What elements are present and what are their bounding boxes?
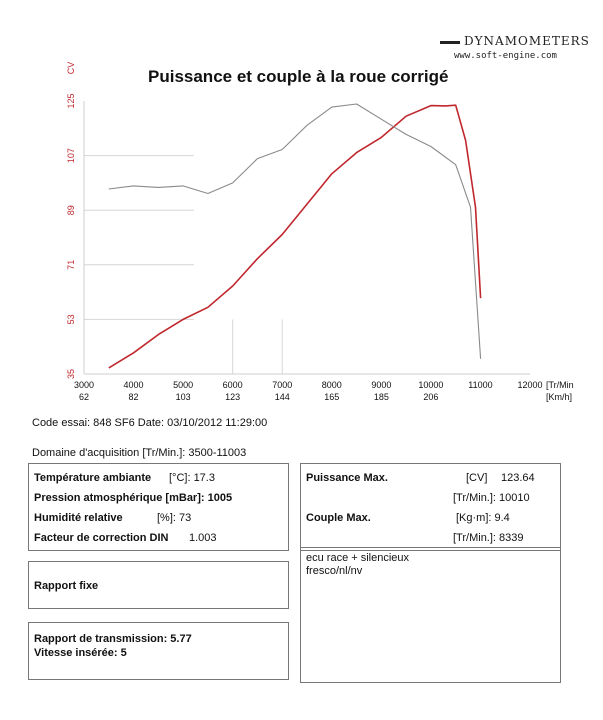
x-tick-label-kmh: 82	[129, 392, 139, 402]
correction-factor-label: Facteur de correction DIN	[34, 532, 169, 544]
results-box: Puissance Max. [CV] 123.64 [Tr/Min.]: 10…	[300, 463, 561, 551]
x-tick-label-rpm: 4000	[124, 380, 144, 390]
x-tick-label-kmh: 103	[176, 392, 191, 402]
y-tick-label: 71	[66, 260, 76, 270]
y-tick-label: 89	[66, 205, 76, 215]
x-tick-label-rpm: 5000	[173, 380, 193, 390]
brand-logo: DYNAMOMETERS www.soft-engine.com	[440, 34, 589, 66]
max-power-unit: [CV]	[466, 472, 488, 484]
x-tick-label-kmh: 144	[275, 392, 290, 402]
temperature-value: [°C]: 17.3	[169, 472, 215, 484]
gear-mode-label: Rapport fixe	[34, 580, 99, 592]
humidity-value: [%]: 73	[157, 512, 192, 524]
x-tick-label-kmh: 185	[374, 392, 389, 402]
gear-mode-box: Rapport fixe	[28, 561, 289, 609]
x-tick-label-kmh: 206	[423, 392, 438, 402]
pressure-label: Pression atmosphérique [mBar]: 1005	[34, 492, 233, 504]
series-line-couple	[108, 103, 482, 359]
x-tick-label-rpm: 10000	[418, 380, 443, 390]
y-tick-label: 53	[66, 314, 76, 324]
max-torque-label: Couple Max.	[306, 512, 371, 524]
max-power-label: Puissance Max.	[306, 472, 388, 484]
series-line-puissance	[108, 104, 482, 369]
notes-box: ecu race + silencieux fresco/nl/nv	[300, 547, 561, 683]
test-code-line: Code essai: 848 SF6 Date: 03/10/2012 11:…	[32, 417, 268, 429]
x-unit-label: [Tr/Min	[546, 380, 574, 390]
x-tick-label-rpm: 7000	[272, 380, 292, 390]
gear-engaged: Vitesse insérée: 5	[34, 647, 127, 659]
correction-factor-value: 1.003	[189, 532, 217, 544]
max-power-rpm: [Tr/Min.]: 10010	[453, 492, 530, 504]
x-tick-label-rpm: 9000	[371, 380, 391, 390]
conditions-box: Température ambiante [°C]: 17.3 Pression…	[28, 463, 289, 551]
notes-line-1: ecu race + silencieux	[306, 552, 410, 564]
max-power-value: 123.64	[501, 472, 535, 484]
x-tick-label-kmh: 123	[225, 392, 240, 402]
chart-title: Puissance et couple à la roue corrigé	[148, 67, 449, 86]
max-torque-rpm: [Tr/Min.]: 8339	[453, 532, 524, 544]
x-tick-label-kmh: 165	[324, 392, 339, 402]
x-tick-label-rpm: 12000	[517, 380, 542, 390]
humidity-label: Humidité relative	[34, 512, 123, 524]
series-layer	[108, 103, 482, 369]
y-tick-label: 125	[66, 93, 76, 108]
y-tick-label: 35	[66, 369, 76, 379]
y-tick-label: 107	[66, 148, 76, 163]
transmission-ratio: Rapport de transmission: 5.77	[34, 633, 192, 645]
temperature-label: Température ambiante	[34, 472, 152, 484]
brand-url: www.soft-engine.com	[454, 51, 557, 61]
x-tick-label-rpm: 11000	[468, 380, 492, 390]
x-unit-label-2: [Km/h]	[546, 392, 572, 402]
max-torque-value: [Kg·m]: 9.4	[456, 512, 510, 524]
dyno-chart: 35 53 71 89 107 125 CV 3000 62 4000 82 5000 103 6000 1…	[66, 62, 574, 402]
acquisition-range-line: Domaine d'acquisition [Tr/Min.]: 3500-11…	[32, 447, 247, 459]
brand-bar	[440, 41, 460, 44]
transmission-box: Rapport de transmission: 5.77 Vitesse in…	[28, 622, 289, 680]
y-unit-label: CV	[66, 62, 76, 75]
axis-layer: 35 53 71 89 107 125 CV 3000 62 4000 82 5000 103 6000 1…	[66, 62, 574, 402]
x-tick-label-rpm: 6000	[223, 380, 243, 390]
brand-name: DYNAMOMETERS	[464, 34, 590, 48]
x-tick-label-kmh: 62	[79, 392, 89, 402]
notes-line-2: fresco/nl/nv	[306, 565, 363, 577]
x-tick-label-rpm: 8000	[322, 380, 342, 390]
grid-layer	[84, 155, 283, 374]
x-tick-label-rpm: 3000	[74, 380, 94, 390]
